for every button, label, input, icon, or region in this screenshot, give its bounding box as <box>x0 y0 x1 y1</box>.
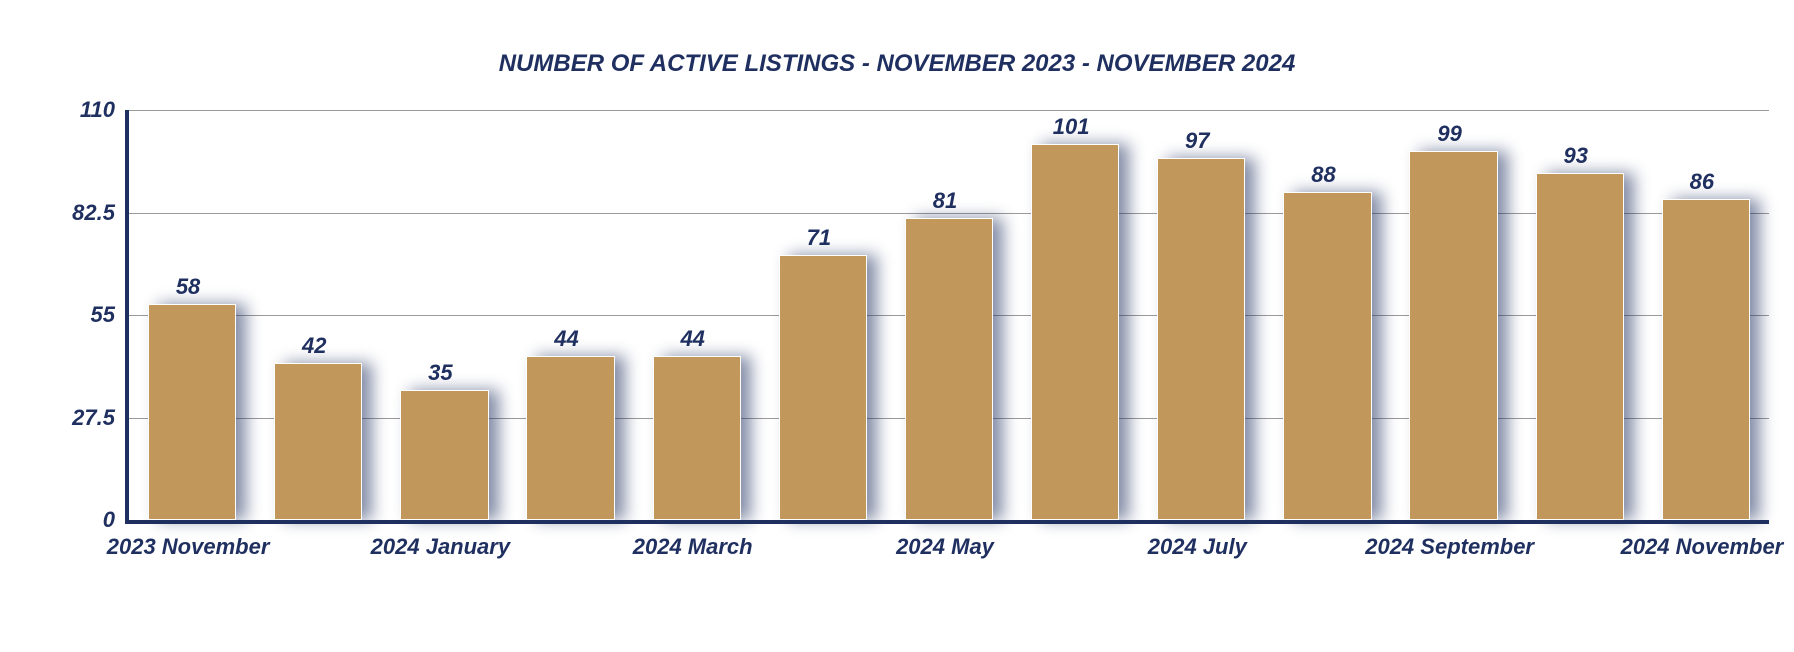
bar <box>526 356 614 520</box>
bar <box>1157 158 1245 520</box>
bar <box>779 255 867 520</box>
bar-value-label: 71 <box>807 225 831 251</box>
x-tick-label: 2024 March <box>633 534 753 560</box>
y-tick-label: 110 <box>10 97 115 123</box>
bar-value-label: 86 <box>1690 169 1714 195</box>
bar-value-label: 93 <box>1564 143 1588 169</box>
x-tick-label: 2024 September <box>1365 534 1534 560</box>
y-tick-label: 0 <box>10 507 115 533</box>
active-listings-chart: NUMBER OF ACTIVE LISTINGS - NOVEMBER 202… <box>0 0 1794 652</box>
bar <box>1662 199 1750 520</box>
bar <box>1283 192 1371 520</box>
bar-value-label: 88 <box>1311 162 1335 188</box>
chart-title: NUMBER OF ACTIVE LISTINGS - NOVEMBER 202… <box>0 50 1794 78</box>
bar <box>1031 144 1119 520</box>
plot-area <box>125 110 1769 524</box>
y-tick-label: 27.5 <box>10 405 115 431</box>
gridline <box>129 110 1769 111</box>
x-tick-label: 2024 May <box>896 534 994 560</box>
bar <box>274 363 362 520</box>
x-tick-label: 2024 July <box>1148 534 1247 560</box>
x-tick-label: 2023 November <box>107 534 270 560</box>
bar-value-label: 97 <box>1185 128 1209 154</box>
y-tick-label: 55 <box>10 302 115 328</box>
bar-value-label: 58 <box>176 274 200 300</box>
bar-value-label: 44 <box>554 326 578 352</box>
bar-value-label: 101 <box>1053 114 1090 140</box>
bar <box>905 218 993 520</box>
bar-value-label: 81 <box>933 188 957 214</box>
bar-value-label: 99 <box>1437 121 1461 147</box>
bar-value-label: 42 <box>302 333 326 359</box>
bar <box>400 390 488 520</box>
x-tick-label: 2024 January <box>371 534 510 560</box>
x-tick-label: 2024 November <box>1621 534 1784 560</box>
bar <box>1536 173 1624 520</box>
bar <box>148 304 236 520</box>
bar <box>653 356 741 520</box>
y-tick-label: 82.5 <box>10 200 115 226</box>
bar-value-label: 35 <box>428 360 452 386</box>
bar <box>1409 151 1497 520</box>
bar-value-label: 44 <box>680 326 704 352</box>
